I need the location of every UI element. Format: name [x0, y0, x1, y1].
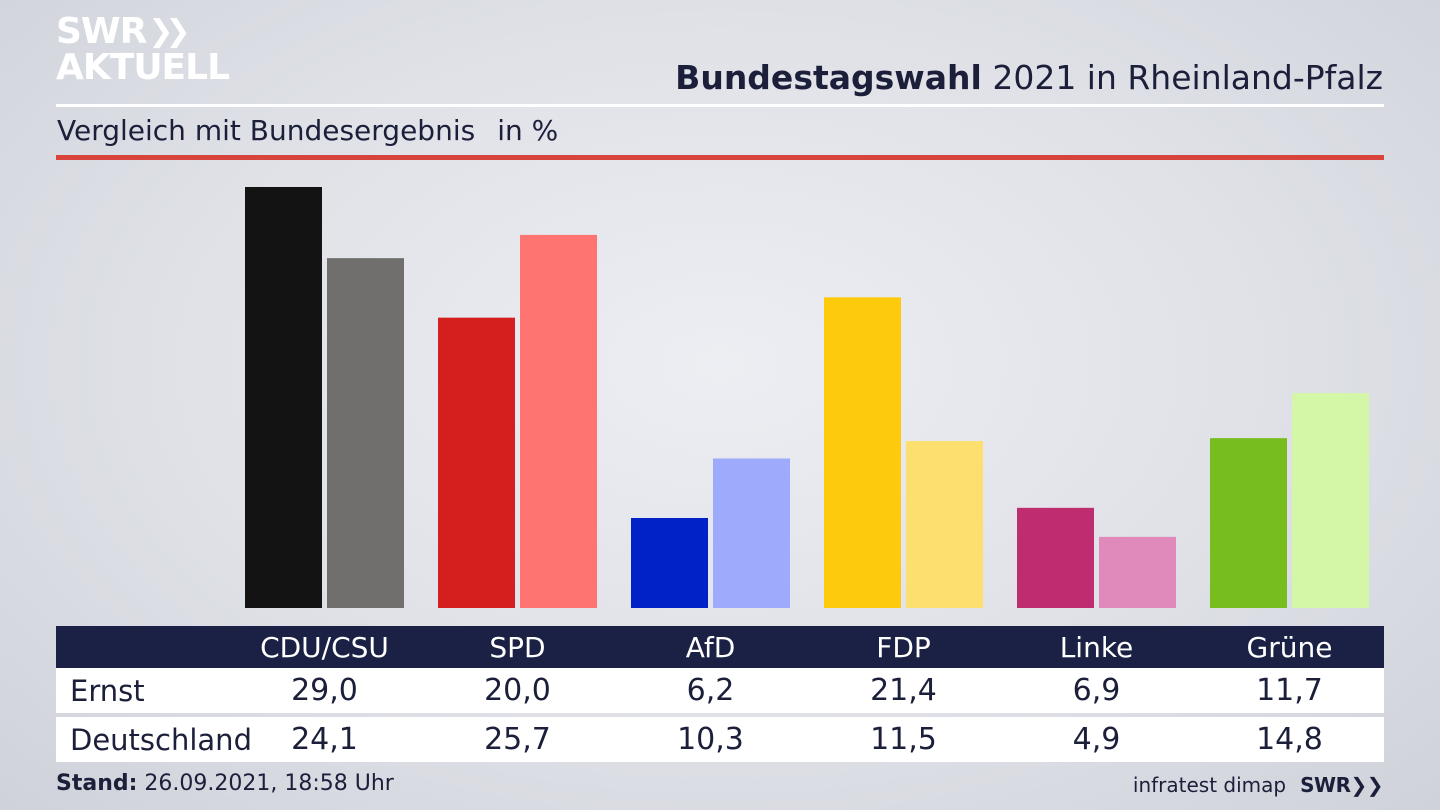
table-cell: 14,8	[1256, 722, 1323, 757]
bar-deutschland-cdu-csu	[327, 258, 404, 608]
source-credit: infratest dimap SWR❯❯	[1132, 773, 1384, 797]
title-bold: Bundestagswahl	[675, 58, 982, 97]
accent-divider	[56, 155, 1384, 160]
table-cell: 25,7	[484, 722, 551, 757]
timestamp: Stand: 26.09.2021, 18:58 Uhr	[56, 771, 394, 796]
column-header: Linke	[1059, 630, 1134, 664]
unit-label: in %	[497, 114, 559, 147]
table-cell: 6,9	[1072, 673, 1121, 708]
bar-deutschland-fdp	[906, 441, 983, 608]
column-header: SPD	[489, 630, 546, 664]
table-cell: 24,1	[291, 722, 358, 757]
table-cell: 6,2	[686, 673, 735, 708]
chart-title: Bundestagswahl 2021 in Rheinland-Pfalz	[675, 58, 1383, 97]
bar-deutschland-linke	[1099, 536, 1176, 608]
subtitle-text: Vergleich mit Bundesergebnis	[57, 114, 476, 147]
table-cell: 20,0	[484, 673, 551, 708]
bar-deutschland-grüne	[1292, 393, 1369, 608]
column-header: Grüne	[1246, 630, 1333, 664]
bar-ernst-fdp	[824, 297, 901, 608]
column-header: FDP	[876, 630, 931, 664]
table-cell: 21,4	[870, 673, 937, 708]
column-header: AfD	[685, 630, 736, 664]
bar-ernst-grüne	[1210, 438, 1287, 608]
footer-swr-logo: SWR❯❯	[1300, 773, 1383, 797]
column-header: CDU/CSU	[260, 630, 389, 664]
bar-ernst-spd	[438, 317, 515, 608]
stand-value: 26.09.2021, 18:58 Uhr	[144, 771, 394, 796]
bar-ernst-linke	[1017, 507, 1094, 608]
bar-ernst-cdu-csu	[245, 187, 322, 608]
source-label: infratest dimap	[1132, 773, 1287, 797]
table-cell: 11,5	[870, 722, 937, 757]
swr-aktuell-logo: SWR ❯❯ AKTUELL	[56, 11, 230, 88]
bar-deutschland-spd	[520, 234, 597, 608]
table-cell: 10,3	[677, 722, 744, 757]
bar-ernst-afd	[631, 517, 708, 608]
title-rest: 2021 in Rheinland-Pfalz	[992, 58, 1383, 97]
bar-deutschland-afd	[713, 458, 790, 608]
table-cell: 11,7	[1256, 673, 1323, 708]
table-header: CDU/CSU SPD AfD FDP Linke Grüne	[56, 626, 1384, 668]
chart-subtitle: Vergleich mit Bundesergebnis in %	[57, 114, 558, 147]
row-label: Deutschland	[70, 722, 252, 757]
bar-chart	[245, 187, 1369, 608]
header-divider	[56, 104, 1384, 107]
table-cell: 29,0	[291, 673, 358, 708]
row-label: Ernst	[70, 673, 145, 708]
table-row-ernst: Ernst 29,0 20,0 6,2 21,4 6,9 11,7	[56, 668, 1384, 713]
results-table: CDU/CSU SPD AfD FDP Linke Grüne Ernst 29,0 20,0…	[56, 626, 1384, 762]
stand-label: Stand:	[56, 771, 138, 796]
table-cell: 4,9	[1072, 722, 1121, 757]
table-row-deutschland: Deutschland 24,1 25,7 10,3 11,5 4,9 14,8	[56, 717, 1384, 762]
